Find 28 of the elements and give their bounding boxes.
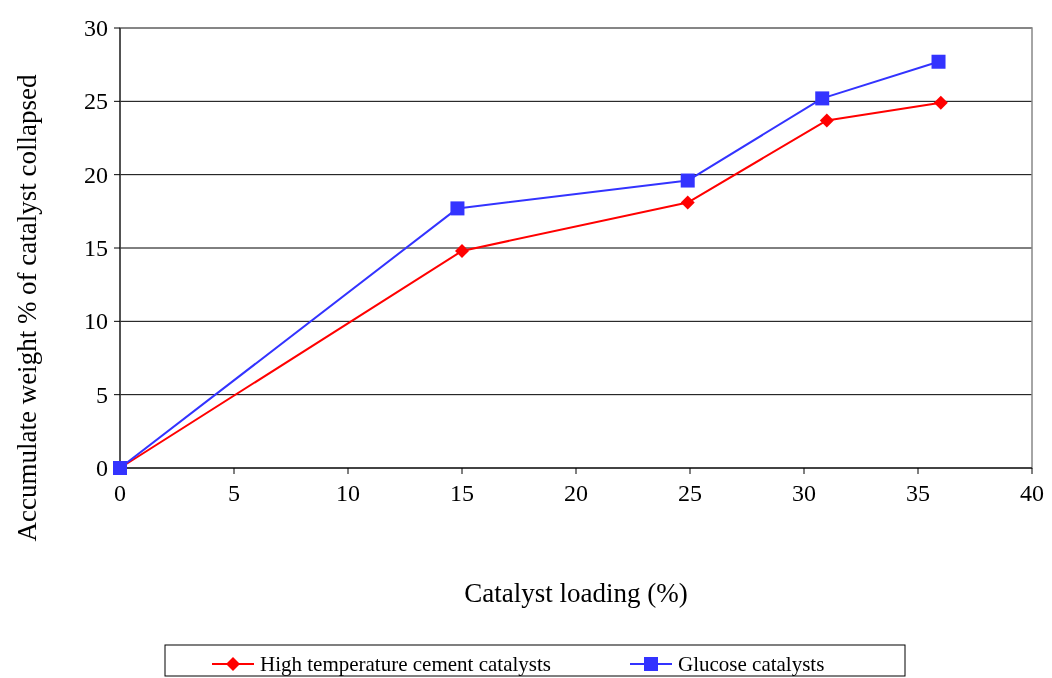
- x-axis-title: Catalyst loading (%): [464, 578, 688, 608]
- point: [819, 113, 834, 128]
- x-tick-label: 10: [336, 480, 360, 506]
- legend-label: Glucose catalysts: [678, 652, 825, 676]
- point: [450, 201, 465, 216]
- x-tick-label: 35: [906, 480, 930, 506]
- point: [680, 173, 695, 188]
- x-tick-label: 30: [792, 480, 816, 506]
- y-tick-label: 15: [84, 235, 108, 261]
- point: [933, 95, 948, 110]
- x-tick-label: 40: [1020, 480, 1044, 506]
- x-tick-label: 20: [564, 480, 588, 506]
- y-tick-label: 30: [84, 15, 108, 41]
- y-axis-title: Accumulate weight % of catalyst collapsed: [12, 73, 42, 542]
- point: [455, 243, 469, 258]
- x-tick-label: 0: [114, 480, 126, 506]
- x-tick-label: 5: [228, 480, 240, 506]
- y-tick-label: 0: [96, 455, 108, 481]
- y-tick-label: 10: [84, 308, 108, 335]
- x-tick-label: 25: [678, 480, 702, 506]
- point: [815, 91, 830, 106]
- y-tick-label: 5: [96, 381, 108, 408]
- point: [931, 54, 946, 69]
- point: [680, 195, 695, 210]
- x-tick-label: 15: [450, 480, 474, 506]
- y-tick-label: 25: [84, 88, 108, 115]
- legend-label: High temperature cement catalysts: [260, 652, 551, 676]
- y-tick-label: 20: [84, 161, 108, 188]
